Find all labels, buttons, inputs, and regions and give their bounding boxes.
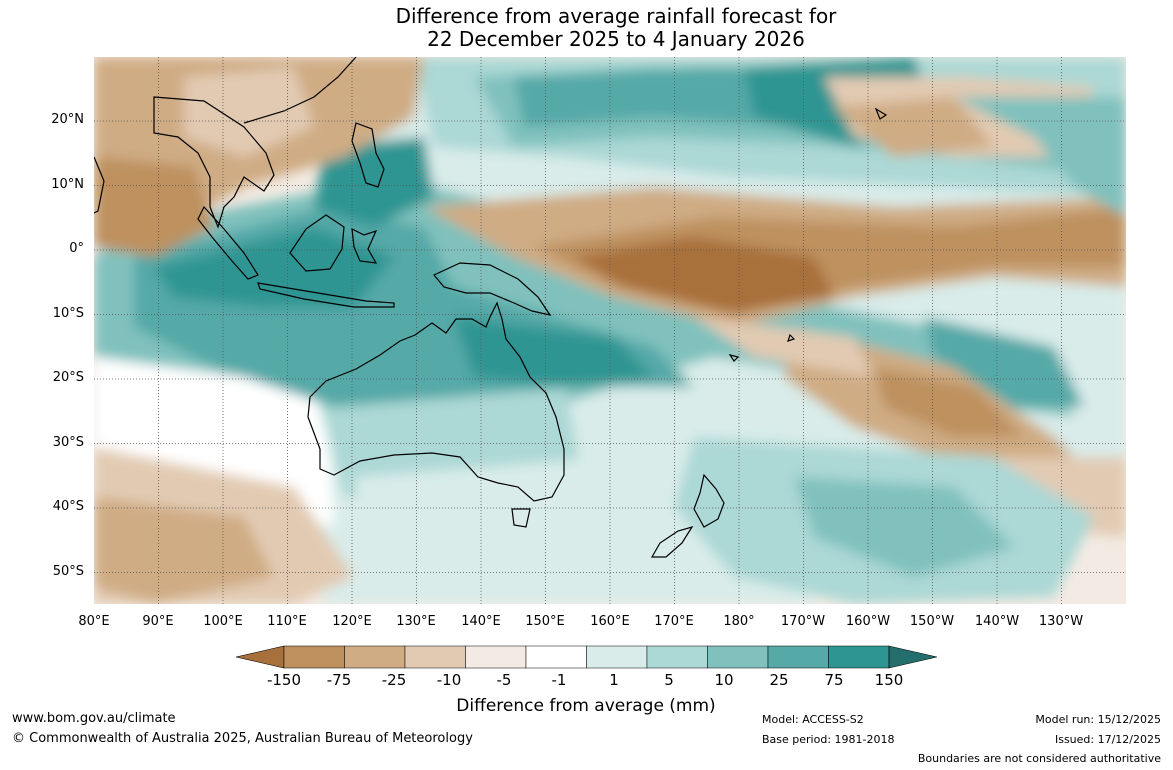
lon-label-180: 180° [723, 614, 755, 629]
colorbar-label: -5 [496, 671, 512, 689]
map-title-line-1: Difference from average rainfall forecas… [395, 4, 837, 28]
colorbar-left-arrow [235, 645, 285, 669]
colorbar-label: 75 [824, 671, 844, 689]
australia-coast [307, 301, 565, 502]
lat-label-10s: 10°S [52, 306, 84, 321]
colorbar-label: -150 [266, 671, 302, 689]
lon-label-80e: 80°E [78, 614, 110, 629]
website-link[interactable]: www.bom.gov.au/climate [12, 711, 176, 726]
model-name: Model: ACCESS-S2 [762, 713, 864, 726]
colorbar-label: 1 [609, 671, 619, 689]
anomaly-field [94, 57, 1126, 604]
lat-label-20n: 20°N [51, 112, 84, 127]
lon-label-130e: 130°E [396, 614, 436, 629]
lat-label-10n: 10°N [51, 177, 84, 192]
copyright-notice: © Commonwealth of Australia 2025, Austra… [12, 731, 473, 746]
lon-label-140e: 140°E [461, 614, 501, 629]
lon-label-160e: 160°E [590, 614, 630, 629]
colorbar-cell [404, 645, 466, 669]
colorbar-title: Difference from average (mm) [456, 696, 716, 716]
lon-label-120e: 120°E [332, 614, 372, 629]
issued-date: Issued: 17/12/2025 [1054, 733, 1161, 746]
lon-label-90e: 90°E [142, 614, 174, 629]
colorbar-label: 5 [664, 671, 674, 689]
base-period: Base period: 1981-2018 [762, 733, 895, 746]
colorbar-cell [465, 645, 527, 669]
lat-label-40s: 40°S [52, 499, 84, 514]
lat-label-0: 0° [69, 241, 84, 256]
colorbar-label: -25 [381, 671, 407, 689]
model-run-date: Model run: 15/12/2025 [1035, 713, 1161, 726]
colorbar-cell [525, 645, 587, 669]
colorbar-right-arrow [888, 645, 938, 669]
colorbar-label: 25 [769, 671, 789, 689]
lon-label-150e: 150°E [525, 614, 565, 629]
lat-label-50s: 50°S [52, 564, 84, 579]
lon-label-160w: 160°W [845, 614, 891, 629]
colorbar-cell [283, 645, 345, 669]
lon-label-170w: 170°W [780, 614, 826, 629]
lon-label-100e: 100°E [203, 614, 243, 629]
lon-label-130w: 130°W [1038, 614, 1084, 629]
lat-label-20s: 20°S [52, 370, 84, 385]
graticule [94, 57, 1126, 604]
lon-label-140w: 140°W [974, 614, 1020, 629]
colorbar-cell [828, 645, 890, 669]
colorbar-cell [767, 645, 829, 669]
colorbar-cell [646, 645, 708, 669]
lon-label-170e: 170°E [654, 614, 694, 629]
colorbar-cell [586, 645, 648, 669]
colorbar-label: 150 [874, 671, 904, 689]
map-svg [94, 57, 1126, 604]
boundaries-disclaimer: Boundaries are not considered authoritat… [917, 752, 1161, 765]
colorbar-label: 10 [714, 671, 734, 689]
lon-label-150w: 150°W [909, 614, 955, 629]
colorbar-cell [707, 645, 769, 669]
colorbar [235, 645, 938, 669]
colorbar-label: -1 [551, 671, 567, 689]
lon-label-110e: 110°E [267, 614, 307, 629]
colorbar-label: -10 [436, 671, 462, 689]
lat-label-30s: 30°S [52, 435, 84, 450]
map-title-line-2: 22 December 2025 to 4 January 2026 [427, 27, 805, 51]
rainfall-anomaly-map [94, 57, 1126, 604]
coastlines [94, 57, 888, 558]
colorbar-cell [344, 645, 406, 669]
colorbar-label: -75 [326, 671, 352, 689]
